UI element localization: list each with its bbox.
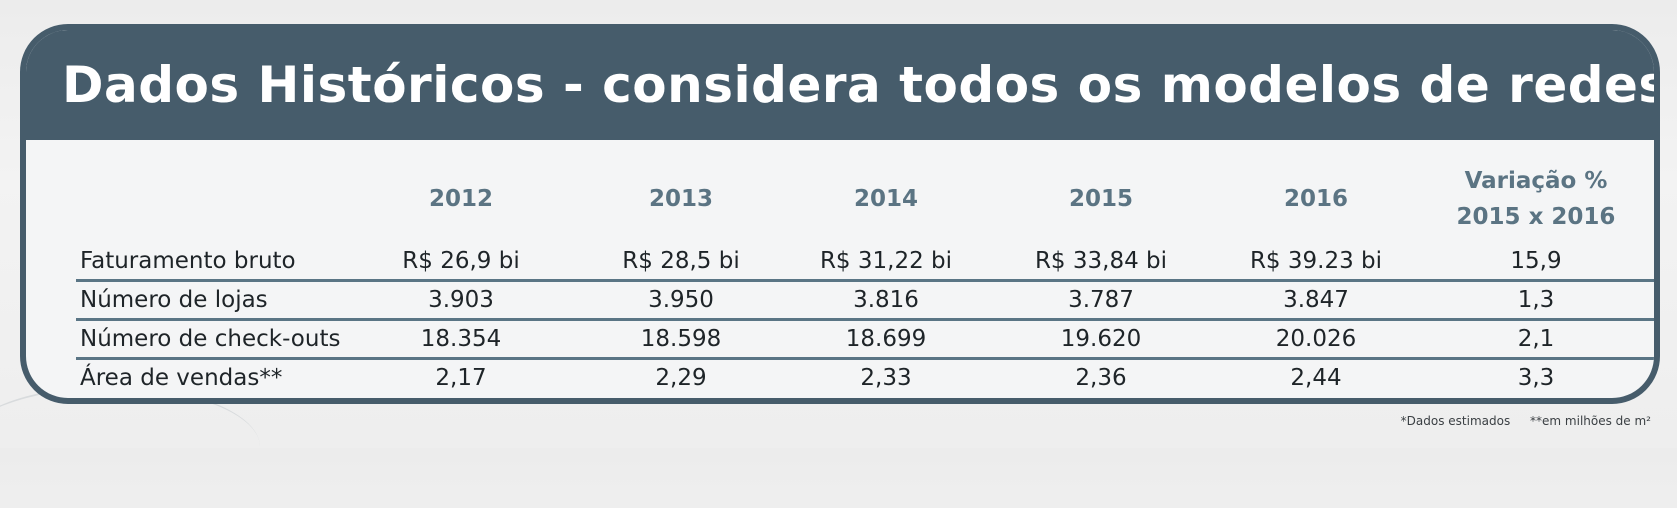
- variation-cell: 2,1: [1416, 318, 1654, 359]
- table-cell: 3.950: [576, 279, 786, 320]
- table-row-faturamento: Faturamento bruto R$ 26,9 bi R$ 28,5 bi …: [76, 243, 1654, 281]
- variation-header: Variação % 2015 x 2016: [1416, 155, 1654, 243]
- footnotes: *Dados estimados **em milhões de m²: [1401, 414, 1651, 428]
- table-cell: 3.787: [986, 279, 1216, 320]
- table-cell: 2,29: [576, 357, 786, 396]
- footnote-estimated: *Dados estimados: [1400, 414, 1511, 428]
- table-cell: R$ 26,9 bi: [402, 248, 520, 274]
- header-empty-cell: [76, 155, 346, 243]
- year-header-2014: 2014: [853, 186, 918, 212]
- table-cell: 3.847: [1216, 279, 1416, 320]
- year-header-2012: 2012: [428, 186, 493, 212]
- year-header-2013: 2013: [648, 186, 713, 212]
- table-cell: 18.354: [346, 318, 576, 359]
- table-cell: 2,33: [786, 357, 986, 396]
- variation-cell: 3,3: [1416, 357, 1654, 396]
- table-cell: R$ 28,5 bi: [622, 248, 740, 274]
- year-header-2016: 2016: [1283, 186, 1348, 212]
- table-cell: R$ 33,84 bi: [1034, 248, 1168, 274]
- variation-cell: 1,3: [1416, 279, 1654, 320]
- variation-cell: 15,9: [1510, 248, 1562, 274]
- background-decoration: [0, 386, 260, 508]
- historical-data-table: 2012 2013 2014 2015 2016 Variação % 2015…: [76, 155, 1654, 396]
- table-cell: 2,44: [1216, 357, 1416, 396]
- table-header-row: 2012 2013 2014 2015 2016 Variação % 2015…: [76, 155, 1654, 243]
- table-cell: 19.620: [986, 318, 1216, 359]
- table-cell: 2,17: [346, 357, 576, 396]
- variation-header-line1: Variação %: [1464, 168, 1608, 194]
- table-row-lojas: Número de lojas 3.903 3.950 3.816 3.787 …: [76, 279, 1654, 320]
- table-cell: 3.816: [786, 279, 986, 320]
- row-label: Faturamento bruto: [80, 248, 296, 274]
- table-cell: 3.903: [346, 279, 576, 320]
- table-cell: 18.598: [576, 318, 786, 359]
- row-label: Número de check-outs: [76, 318, 346, 359]
- table-row-checkouts: Número de check-outs 18.354 18.598 18.69…: [76, 318, 1654, 359]
- row-label: Área de vendas**: [76, 357, 346, 396]
- panel-title: Dados Históricos - considera todos os mo…: [62, 56, 1660, 114]
- historical-data-panel: Dados Históricos - considera todos os mo…: [20, 24, 1660, 404]
- table-cell: 18.699: [786, 318, 986, 359]
- table-cell: 20.026: [1216, 318, 1416, 359]
- variation-header-line2: 2015 x 2016: [1456, 204, 1616, 230]
- year-header-2015: 2015: [1068, 186, 1133, 212]
- table-cell: R$ 39.23 bi: [1249, 248, 1383, 274]
- title-bar: Dados Históricos - considera todos os mo…: [26, 30, 1654, 140]
- footnote-units: **em milhões de m²: [1530, 414, 1651, 428]
- table-cell: R$ 31,22 bi: [819, 248, 953, 274]
- table-cell: 2,36: [986, 357, 1216, 396]
- row-label: Número de lojas: [76, 279, 346, 320]
- table-row-area: Área de vendas** 2,17 2,29 2,33 2,36 2,4…: [76, 357, 1654, 396]
